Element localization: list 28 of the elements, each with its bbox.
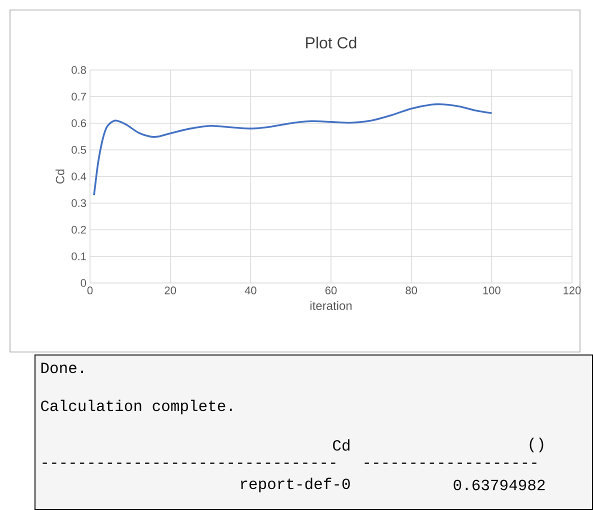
y-tick-label: 0.2 — [72, 226, 86, 234]
x-tick-label: 80 — [406, 286, 418, 294]
text: ------------------- — [364, 462, 536, 464]
x-axis-title: iteration — [310, 301, 352, 310]
chart-title: Plot Cd — [306, 36, 356, 48]
x-tick-label: 120 — [564, 286, 581, 294]
text: report-def-0 — [241, 478, 350, 492]
y-tick-label: 0.5 — [72, 146, 86, 154]
x-tick-label: 40 — [244, 286, 256, 294]
y-tick-label: 0.4 — [72, 172, 86, 180]
line-series — [93, 103, 493, 196]
x-tick-label: 60 — [325, 286, 337, 294]
y-tick-label: 0.1 — [72, 252, 86, 260]
text: Calculation complete. — [41, 400, 232, 414]
text: () — [530, 438, 544, 452]
y-tick-label: 0.3 — [72, 199, 86, 208]
text: -------------------------------- — [42, 462, 336, 464]
y-tick-label: 0 — [80, 279, 86, 287]
x-tick-label: 100 — [483, 286, 500, 294]
x-tick-label: 0 — [87, 286, 93, 294]
x-tick-label: 20 — [164, 286, 176, 294]
y-tick-label: 0.6 — [72, 119, 86, 128]
text: Cd — [333, 439, 350, 451]
text: Done. — [41, 362, 83, 374]
y-tick-label: 0.7 — [72, 92, 86, 101]
y-tick-label: 0.8 — [72, 66, 86, 74]
text: 0.63794982 — [454, 480, 545, 490]
y-axis-title: Cd — [56, 170, 64, 184]
